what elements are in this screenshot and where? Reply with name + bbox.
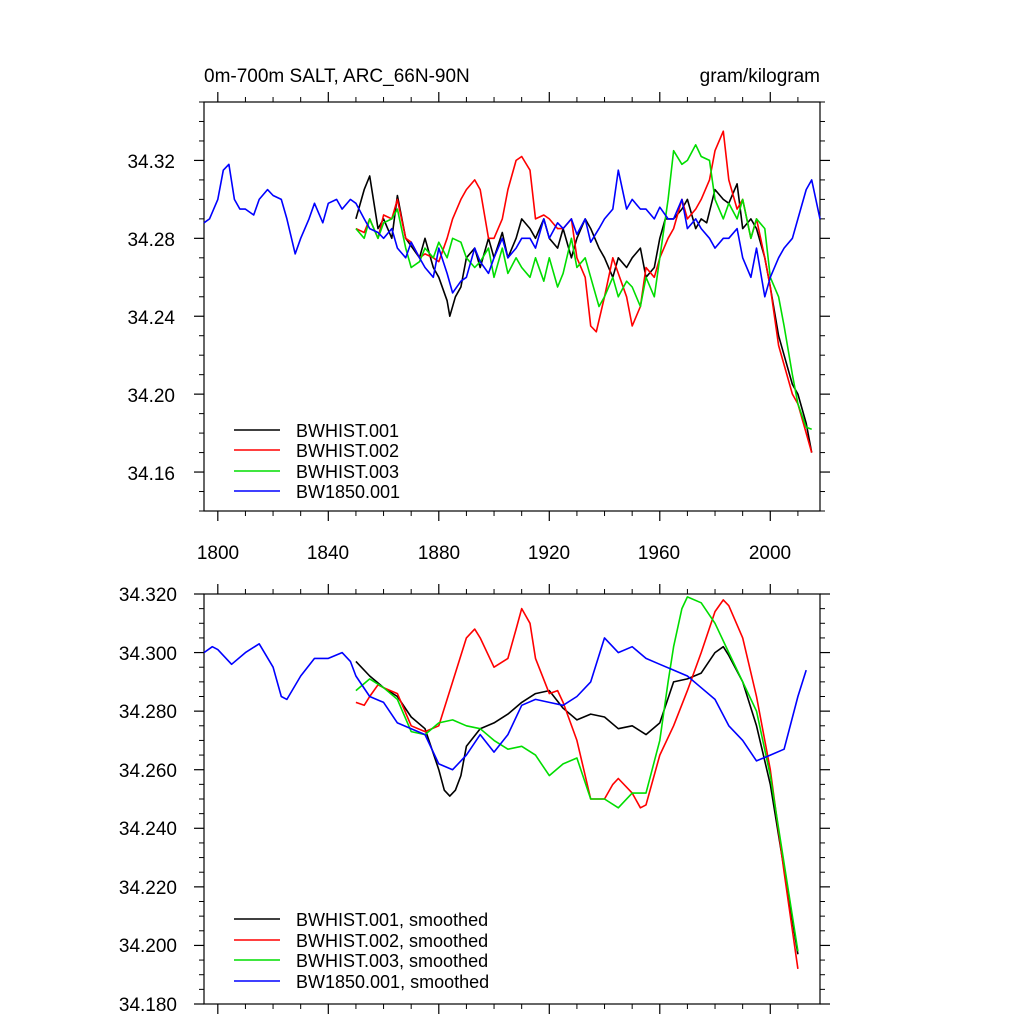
series-line-bwhist-002 xyxy=(355,130,813,453)
top-plot-frame xyxy=(203,101,821,512)
series-line-bw1850-001 xyxy=(203,163,821,298)
series-line-bwhist-002-smoothed xyxy=(355,599,799,970)
x-tick-label: 1880 xyxy=(418,543,460,564)
x-tick-label: 1800 xyxy=(197,543,239,564)
x-tick-label: 1920 xyxy=(528,543,570,564)
series-line-bw1850-001-smoothed xyxy=(203,637,807,771)
bottom-y-tick-label: 34.240 xyxy=(119,819,177,840)
x-tick-label: 2000 xyxy=(749,543,791,564)
top-ticks xyxy=(194,92,830,521)
bottom-y-tick-label: 34.180 xyxy=(119,995,177,1016)
legend-label-bwhist-003-smoothed: BWHIST.003, smoothed xyxy=(296,951,488,971)
legend-label-bw1850-001: BW1850.001 xyxy=(296,482,400,502)
top-x-tick-labels: 1800 1840 1880 1920 1960 2000 xyxy=(197,543,791,564)
bottom-y-tick-label: 34.300 xyxy=(119,644,177,665)
top-y-tick-label: 34.20 xyxy=(127,386,175,407)
top-y-tick-label: 34.28 xyxy=(127,230,175,251)
top-y-tick-label: 34.16 xyxy=(127,464,175,485)
legend-label-bwhist-002-smoothed: BWHIST.002, smoothed xyxy=(296,931,488,951)
bottom-legend: BWHIST.001, smoothed BWHIST.002, smoothe… xyxy=(234,910,489,992)
top-title-left: 0m-700m SALT, ARC_66N-90N xyxy=(204,66,470,87)
bottom-y-tick-label: 34.280 xyxy=(119,702,177,723)
series-line-bwhist-003 xyxy=(355,144,812,430)
x-tick-label: 1840 xyxy=(307,543,349,564)
bottom-y-tick-label: 34.200 xyxy=(119,936,177,957)
series-line-bwhist-001 xyxy=(355,175,813,453)
series-line-bwhist-003-smoothed xyxy=(355,596,799,952)
series-line-bwhist-001-smoothed xyxy=(355,645,799,955)
bottom-series-lines xyxy=(203,596,807,970)
legend-label-bwhist-003: BWHIST.003 xyxy=(296,462,399,482)
top-series-lines xyxy=(203,130,821,453)
bottom-y-tick-labels: 34.320 34.300 34.280 34.260 34.240 34.22… xyxy=(119,585,177,1016)
legend-label-bwhist-001-smoothed: BWHIST.001, smoothed xyxy=(296,910,488,930)
top-y-tick-label: 34.32 xyxy=(127,152,175,173)
top-title-right: gram/kilogram xyxy=(700,66,820,87)
bottom-panel: 34.320 34.300 34.280 34.260 34.240 34.22… xyxy=(119,584,830,1016)
top-y-tick-label: 34.24 xyxy=(127,308,175,329)
bottom-y-tick-label: 34.320 xyxy=(119,585,177,606)
top-legend: BWHIST.001 BWHIST.002 BWHIST.003 BW1850.… xyxy=(234,421,400,502)
x-tick-label: 1960 xyxy=(638,543,680,564)
legend-label-bwhist-002: BWHIST.002 xyxy=(296,441,399,461)
bottom-y-tick-label: 34.220 xyxy=(119,878,177,899)
legend-label-bwhist-001: BWHIST.001 xyxy=(296,421,399,441)
top-panel: 0m-700m SALT, ARC_66N-90N gram/kilogram … xyxy=(127,66,830,564)
bottom-y-tick-label: 34.260 xyxy=(119,761,177,782)
top-y-tick-labels: 34.32 34.28 34.24 34.20 34.16 xyxy=(127,152,175,485)
legend-label-bw1850-001-smoothed: BW1850.001, smoothed xyxy=(296,972,489,992)
bottom-ticks xyxy=(194,584,830,1014)
